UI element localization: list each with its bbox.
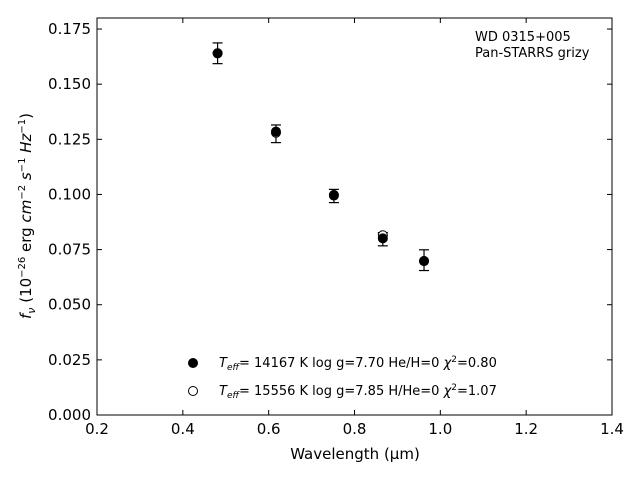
legend-1-rest2: =0.80 <box>457 356 497 371</box>
errorbar-layer <box>212 42 430 272</box>
y-tick-label: 0.025 <box>48 351 91 369</box>
legend-marker-open <box>188 386 198 396</box>
y-axis-label: fν (10−26 erg cm−2 s−1 Hz−1) <box>17 113 38 319</box>
legend-1-teff: T <box>219 356 228 371</box>
y-tick-label: 0.175 <box>48 20 91 38</box>
y-label-base: f <box>17 311 35 319</box>
legend-2-rest2: =1.07 <box>457 384 497 399</box>
legend-1-chi: χ <box>443 356 453 371</box>
x-tick-label: 1.0 <box>428 420 452 438</box>
y-tick-label: 0.150 <box>48 75 91 93</box>
annotation-line-1: WD 0315+005 <box>475 30 571 45</box>
model-point-filled <box>377 233 388 244</box>
annotation-line-2: Pan-STARRS grizy <box>475 46 590 61</box>
model-point-filled <box>270 126 281 137</box>
y-tick-label: 0.125 <box>48 130 91 148</box>
point-layer <box>212 48 430 267</box>
y-label-hz: Hz <box>17 132 35 152</box>
y-label-exp1: −26 <box>17 257 28 278</box>
y-label-cm: cm <box>17 200 35 223</box>
y-label-mid1: erg <box>17 223 35 257</box>
legend: Teff= 14167 K log g=7.70 He/H=0 χ2=0.80 … <box>188 355 497 401</box>
legend-2-rest1: = 15556 K log g=7.85 H/He=0 <box>239 384 444 399</box>
y-label-exp3: −1 <box>17 158 28 173</box>
legend-2-chi: χ <box>443 384 453 399</box>
x-tick-label: 0.6 <box>257 420 281 438</box>
legend-2-teff: T <box>219 384 228 399</box>
model-point-filled <box>419 256 430 267</box>
y-label-s: s <box>17 172 35 180</box>
model-point-filled <box>212 48 223 59</box>
y-label-exp4: −1 <box>17 119 28 134</box>
x-axis-label: Wavelength (μm) <box>290 445 420 463</box>
y-label-open: (10 <box>17 278 35 308</box>
legend-label-2: Teff= 15556 K log g=7.85 H/He=0 χ2=1.07 <box>219 383 497 401</box>
legend-2-chi-exp: 2 <box>451 383 457 393</box>
x-tick-label: 0.2 <box>85 420 109 438</box>
y-tick-label: 0.000 <box>48 406 91 424</box>
model-point-filled <box>328 190 339 201</box>
x-tick-label: 0.8 <box>343 420 367 438</box>
legend-2-teff-sub: eff <box>227 391 241 401</box>
legend-1-chi-exp: 2 <box>451 355 457 365</box>
y-tick-label: 0.100 <box>48 185 91 203</box>
y-label-close: ) <box>17 113 35 119</box>
y-label-exp2: −2 <box>17 185 28 200</box>
legend-1-teff-sub: eff <box>227 363 241 373</box>
legend-marker-filled <box>188 358 198 368</box>
y-tick-label: 0.050 <box>48 296 91 314</box>
y-tick-label: 0.075 <box>48 241 91 259</box>
x-tick-label: 1.2 <box>514 420 538 438</box>
x-tick-label: 1.4 <box>600 420 624 438</box>
tick-layer: 0.2 0.4 0.6 0.8 1.0 1.2 1.4 0.000 0.025 0.050 0.07… <box>48 18 624 438</box>
x-tick-label: 0.4 <box>171 420 195 438</box>
legend-1-rest1: = 14167 K log g=7.70 He/H=0 <box>239 356 444 371</box>
y-label-sub: ν <box>25 308 38 314</box>
legend-label-1: Teff= 14167 K log g=7.70 He/H=0 χ2=0.80 <box>219 355 497 373</box>
